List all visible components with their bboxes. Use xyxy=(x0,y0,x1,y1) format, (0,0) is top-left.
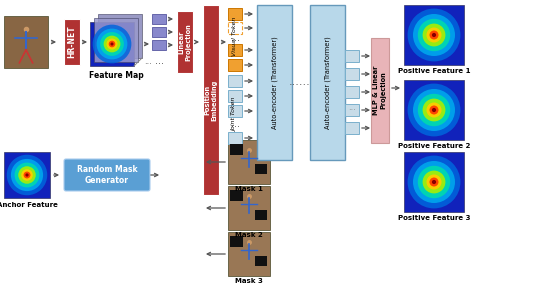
Ellipse shape xyxy=(432,108,436,112)
Text: Mask 3: Mask 3 xyxy=(235,278,263,284)
FancyBboxPatch shape xyxy=(255,210,267,220)
FancyBboxPatch shape xyxy=(64,159,150,191)
FancyBboxPatch shape xyxy=(310,5,345,160)
Ellipse shape xyxy=(418,166,450,198)
Text: Joint Token: Joint Token xyxy=(233,98,238,132)
FancyBboxPatch shape xyxy=(152,14,166,24)
Ellipse shape xyxy=(430,30,438,40)
Ellipse shape xyxy=(109,41,116,47)
Text: Linear
Projection: Linear Projection xyxy=(179,23,191,61)
FancyBboxPatch shape xyxy=(228,59,242,71)
Text: Visual Token: Visual Token xyxy=(233,16,238,56)
FancyBboxPatch shape xyxy=(228,44,242,56)
FancyBboxPatch shape xyxy=(98,14,142,58)
Ellipse shape xyxy=(418,94,450,126)
FancyBboxPatch shape xyxy=(230,190,243,201)
FancyBboxPatch shape xyxy=(228,140,270,184)
FancyBboxPatch shape xyxy=(230,144,243,156)
FancyBboxPatch shape xyxy=(404,152,464,212)
Ellipse shape xyxy=(426,27,442,42)
Ellipse shape xyxy=(11,159,43,191)
Ellipse shape xyxy=(426,174,442,189)
Ellipse shape xyxy=(111,42,113,45)
Text: Anchor Feature: Anchor Feature xyxy=(0,202,57,208)
Text: ...: ... xyxy=(230,33,239,43)
FancyBboxPatch shape xyxy=(255,164,267,174)
FancyBboxPatch shape xyxy=(345,122,359,134)
FancyBboxPatch shape xyxy=(345,104,359,116)
Ellipse shape xyxy=(103,36,120,52)
FancyBboxPatch shape xyxy=(228,8,242,20)
Text: Positive Feature 1: Positive Feature 1 xyxy=(398,68,470,74)
Ellipse shape xyxy=(430,178,438,186)
FancyBboxPatch shape xyxy=(94,18,138,62)
Ellipse shape xyxy=(426,102,442,117)
Text: Mask 1: Mask 1 xyxy=(235,186,263,192)
Ellipse shape xyxy=(413,89,455,131)
FancyBboxPatch shape xyxy=(371,38,389,142)
Text: ...: ... xyxy=(144,58,152,66)
Ellipse shape xyxy=(422,23,446,46)
FancyBboxPatch shape xyxy=(203,5,219,195)
FancyBboxPatch shape xyxy=(90,22,134,66)
FancyBboxPatch shape xyxy=(4,16,48,68)
FancyBboxPatch shape xyxy=(345,86,359,98)
Ellipse shape xyxy=(107,38,118,49)
Ellipse shape xyxy=(24,171,30,178)
Ellipse shape xyxy=(100,32,124,56)
FancyBboxPatch shape xyxy=(257,5,292,160)
Ellipse shape xyxy=(430,106,438,114)
Ellipse shape xyxy=(418,19,450,51)
Text: ...: ... xyxy=(348,103,356,113)
Ellipse shape xyxy=(92,25,131,63)
FancyBboxPatch shape xyxy=(152,40,166,50)
Ellipse shape xyxy=(15,163,40,187)
FancyBboxPatch shape xyxy=(345,50,359,62)
FancyBboxPatch shape xyxy=(404,80,464,140)
FancyBboxPatch shape xyxy=(228,186,270,230)
Text: Position
Embedding: Position Embedding xyxy=(205,79,217,120)
Text: Positive Feature 2: Positive Feature 2 xyxy=(398,143,470,149)
Text: Random Mask
Generator: Random Mask Generator xyxy=(76,165,138,185)
FancyBboxPatch shape xyxy=(152,27,166,37)
Text: ...: ... xyxy=(230,119,239,129)
Ellipse shape xyxy=(432,33,436,37)
Ellipse shape xyxy=(413,14,455,56)
Ellipse shape xyxy=(408,84,460,136)
FancyBboxPatch shape xyxy=(228,105,242,117)
Text: Auto-encoder (Transformer): Auto-encoder (Transformer) xyxy=(271,36,278,129)
Ellipse shape xyxy=(422,170,446,193)
Text: Mask 2: Mask 2 xyxy=(235,232,263,238)
FancyBboxPatch shape xyxy=(177,11,193,73)
Text: HR-NET: HR-NET xyxy=(68,26,76,58)
Text: Auto-encoder (Transformer): Auto-encoder (Transformer) xyxy=(324,36,331,129)
FancyBboxPatch shape xyxy=(64,19,80,65)
Ellipse shape xyxy=(422,99,446,121)
Ellipse shape xyxy=(432,180,436,184)
FancyBboxPatch shape xyxy=(228,90,242,102)
Ellipse shape xyxy=(18,166,36,184)
Text: Feature Map: Feature Map xyxy=(89,71,144,80)
Ellipse shape xyxy=(408,9,460,61)
FancyBboxPatch shape xyxy=(4,152,50,198)
FancyBboxPatch shape xyxy=(228,132,242,144)
FancyBboxPatch shape xyxy=(228,75,242,87)
Ellipse shape xyxy=(408,156,460,208)
Text: ...: ... xyxy=(156,56,164,66)
Text: ......: ...... xyxy=(289,77,311,87)
Ellipse shape xyxy=(25,173,29,177)
Ellipse shape xyxy=(7,155,47,195)
Ellipse shape xyxy=(97,29,128,59)
Ellipse shape xyxy=(21,169,33,181)
Text: ...: ... xyxy=(362,103,370,113)
Text: MLP & Linear
Projection: MLP & Linear Projection xyxy=(373,65,387,115)
FancyBboxPatch shape xyxy=(228,232,270,276)
FancyBboxPatch shape xyxy=(345,68,359,80)
FancyBboxPatch shape xyxy=(404,5,464,65)
FancyBboxPatch shape xyxy=(230,236,243,247)
Text: Positive Feature 3: Positive Feature 3 xyxy=(398,215,470,221)
FancyBboxPatch shape xyxy=(255,256,267,266)
Ellipse shape xyxy=(413,161,455,203)
